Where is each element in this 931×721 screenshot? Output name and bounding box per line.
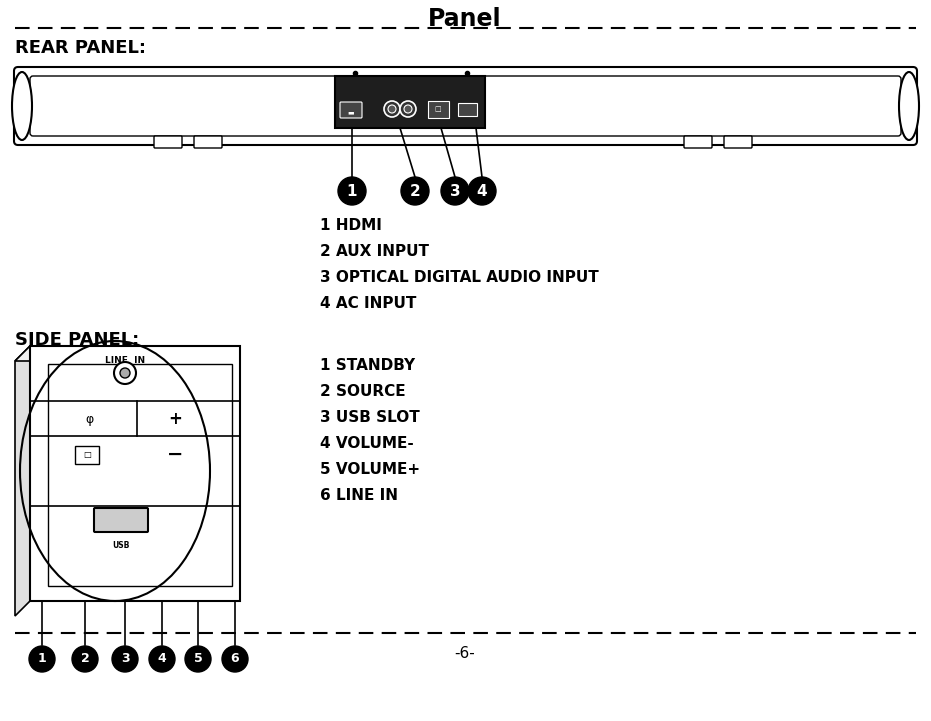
Text: ▬: ▬ xyxy=(347,109,355,115)
FancyBboxPatch shape xyxy=(684,136,712,148)
Text: LINE  IN: LINE IN xyxy=(105,356,145,365)
Polygon shape xyxy=(15,346,240,361)
Text: □: □ xyxy=(83,451,91,459)
Text: 2 SOURCE: 2 SOURCE xyxy=(320,384,406,399)
Circle shape xyxy=(222,646,248,672)
Text: 3 USB SLOT: 3 USB SLOT xyxy=(320,410,420,425)
Circle shape xyxy=(441,177,469,205)
Text: 6: 6 xyxy=(231,653,239,665)
Text: 1: 1 xyxy=(37,653,47,665)
Circle shape xyxy=(401,177,429,205)
Text: -6-: -6- xyxy=(454,646,476,661)
FancyBboxPatch shape xyxy=(30,76,901,136)
Text: −: − xyxy=(167,445,183,464)
Text: REAR PANEL:: REAR PANEL: xyxy=(15,39,146,57)
Text: 3: 3 xyxy=(121,653,129,665)
Circle shape xyxy=(112,646,138,672)
FancyBboxPatch shape xyxy=(94,508,148,532)
Text: SIDE PANEL:: SIDE PANEL: xyxy=(15,331,140,349)
FancyBboxPatch shape xyxy=(75,446,99,464)
Text: 1 STANDBY: 1 STANDBY xyxy=(320,358,415,373)
FancyBboxPatch shape xyxy=(427,100,449,118)
Polygon shape xyxy=(48,364,232,586)
Text: 3: 3 xyxy=(450,184,460,198)
Text: 5 VOLUME+: 5 VOLUME+ xyxy=(320,462,420,477)
Text: Panel: Panel xyxy=(428,7,502,31)
Circle shape xyxy=(338,177,366,205)
Text: 2 AUX INPUT: 2 AUX INPUT xyxy=(320,244,429,259)
Text: 2: 2 xyxy=(410,184,421,198)
Text: 3 OPTICAL DIGITAL AUDIO INPUT: 3 OPTICAL DIGITAL AUDIO INPUT xyxy=(320,270,599,285)
Circle shape xyxy=(114,362,136,384)
FancyBboxPatch shape xyxy=(724,136,752,148)
Circle shape xyxy=(29,646,55,672)
Circle shape xyxy=(72,646,98,672)
Circle shape xyxy=(149,646,175,672)
Circle shape xyxy=(400,101,416,117)
Text: 4: 4 xyxy=(477,184,487,198)
Text: 4 VOLUME-: 4 VOLUME- xyxy=(320,436,413,451)
Circle shape xyxy=(384,101,400,117)
Text: 5: 5 xyxy=(194,653,202,665)
FancyBboxPatch shape xyxy=(335,76,485,128)
FancyBboxPatch shape xyxy=(154,136,182,148)
Text: +: + xyxy=(169,410,182,428)
Text: USB: USB xyxy=(113,541,129,550)
Circle shape xyxy=(388,105,396,113)
Text: 1: 1 xyxy=(346,184,358,198)
Text: 1 HDMI: 1 HDMI xyxy=(320,218,382,233)
Circle shape xyxy=(404,105,412,113)
Circle shape xyxy=(185,646,211,672)
FancyBboxPatch shape xyxy=(194,136,222,148)
Text: 6 LINE IN: 6 LINE IN xyxy=(320,488,398,503)
Text: □: □ xyxy=(435,106,441,112)
FancyBboxPatch shape xyxy=(340,102,362,118)
Circle shape xyxy=(468,177,496,205)
Text: φ: φ xyxy=(86,412,94,425)
Ellipse shape xyxy=(899,72,919,140)
Circle shape xyxy=(120,368,130,378)
Text: 4: 4 xyxy=(157,653,167,665)
Polygon shape xyxy=(15,346,30,616)
Ellipse shape xyxy=(12,72,32,140)
Polygon shape xyxy=(30,346,240,601)
FancyBboxPatch shape xyxy=(457,102,477,115)
FancyBboxPatch shape xyxy=(14,67,917,145)
Text: 4 AC INPUT: 4 AC INPUT xyxy=(320,296,416,311)
Text: 2: 2 xyxy=(81,653,89,665)
